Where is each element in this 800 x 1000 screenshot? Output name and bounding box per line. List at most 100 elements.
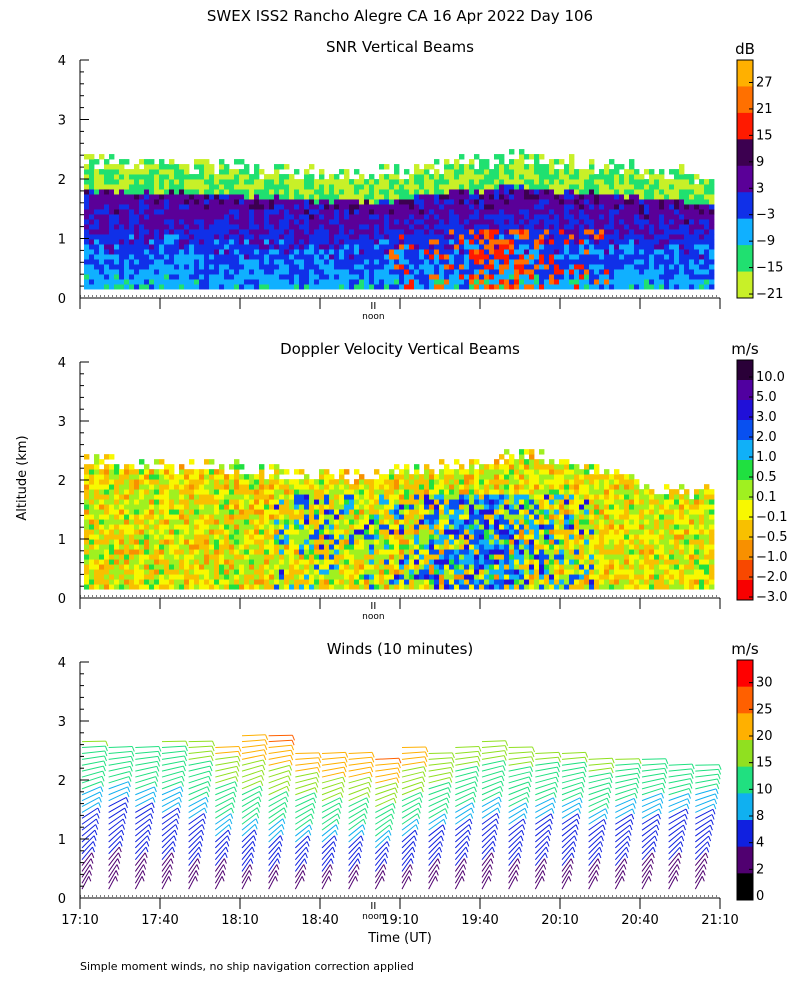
heatmap-cell <box>149 554 155 560</box>
heatmap-cell <box>359 524 365 530</box>
heatmap-cell <box>199 229 205 235</box>
heatmap-cell <box>234 179 240 185</box>
heatmap-cell <box>154 194 160 200</box>
heatmap-cell <box>324 269 330 275</box>
heatmap-cell <box>99 554 105 560</box>
heatmap-cell <box>344 244 350 250</box>
heatmap-cell <box>99 479 105 485</box>
heatmap-cell <box>219 544 225 550</box>
heatmap-cell <box>709 224 715 230</box>
heatmap-cell <box>359 214 365 220</box>
heatmap-cell <box>109 229 115 235</box>
heatmap-cell <box>399 229 405 235</box>
heatmap-cell <box>169 239 175 245</box>
heatmap-cell <box>379 489 385 495</box>
colorbar-swatch <box>737 86 753 114</box>
heatmap-cell <box>509 259 515 265</box>
heatmap-cell <box>209 194 215 200</box>
heatmap-cell <box>134 274 140 280</box>
heatmap-cell <box>449 194 455 200</box>
heatmap-cell <box>199 524 205 530</box>
heatmap-cell <box>534 154 540 160</box>
heatmap-cell <box>354 264 360 270</box>
heatmap-cell <box>324 584 330 590</box>
heatmap-cell <box>564 219 570 225</box>
heatmap-cell <box>199 469 205 475</box>
heatmap-cell <box>699 209 705 215</box>
heatmap-cell <box>299 239 305 245</box>
heatmap-cell <box>89 514 95 520</box>
heatmap-cell <box>84 154 90 160</box>
heatmap-cell <box>154 219 160 225</box>
heatmap-cell <box>709 249 715 255</box>
heatmap-cell <box>699 284 705 290</box>
heatmap-cell <box>564 259 570 265</box>
heatmap-cell <box>499 229 505 235</box>
heatmap-cell <box>539 279 545 285</box>
heatmap-cell <box>159 474 165 480</box>
heatmap-cell <box>334 219 340 225</box>
heatmap-cell <box>169 529 175 535</box>
heatmap-cell <box>359 224 365 230</box>
heatmap-cell <box>114 219 120 225</box>
heatmap-cell <box>129 499 135 505</box>
heatmap-cell <box>424 554 430 560</box>
heatmap-cell <box>349 254 355 260</box>
heatmap-cell <box>464 264 470 270</box>
heatmap-cell <box>699 279 705 285</box>
heatmap-cell <box>464 234 470 240</box>
heatmap-cell <box>179 569 185 575</box>
heatmap-cell <box>299 179 305 185</box>
heatmap-cell <box>119 224 125 230</box>
heatmap-cell <box>219 199 225 205</box>
heatmap-cell <box>139 194 145 200</box>
heatmap-cell <box>439 229 445 235</box>
heatmap-cell <box>304 199 310 205</box>
heatmap-cell <box>379 164 385 170</box>
heatmap-cell <box>424 264 430 270</box>
heatmap-cell <box>459 574 465 580</box>
heatmap-cell <box>349 504 355 510</box>
heatmap-cell <box>234 519 240 525</box>
heatmap-cell <box>439 574 445 580</box>
heatmap-cell <box>369 524 375 530</box>
heatmap-cell <box>334 519 340 525</box>
heatmap-cell <box>169 249 175 255</box>
heatmap-cell <box>519 174 525 180</box>
heatmap-cell <box>84 534 90 540</box>
heatmap-cell <box>704 254 710 260</box>
heatmap-cell <box>144 259 150 265</box>
heatmap-cell <box>434 189 440 195</box>
heatmap-cell <box>359 554 365 560</box>
heatmap-cell <box>104 279 110 285</box>
heatmap-cell <box>614 204 620 210</box>
heatmap-cell <box>419 209 425 215</box>
heatmap-cell <box>164 229 170 235</box>
heatmap-cell <box>489 209 495 215</box>
heatmap-cell <box>444 559 450 565</box>
heatmap-cell <box>549 269 555 275</box>
heatmap-cell <box>464 544 470 550</box>
heatmap-cell <box>264 524 270 530</box>
heatmap-cell <box>239 199 245 205</box>
heatmap-cell <box>364 519 370 525</box>
heatmap-cell <box>364 529 370 535</box>
heatmap-cell <box>284 554 290 560</box>
heatmap-cell <box>194 574 200 580</box>
heatmap-cell <box>229 579 235 585</box>
heatmap-cell <box>414 569 420 575</box>
heatmap-cell <box>489 254 495 260</box>
heatmap-cell <box>504 184 510 190</box>
heatmap-cell <box>284 484 290 490</box>
heatmap-cell <box>174 224 180 230</box>
heatmap-cell <box>219 259 225 265</box>
heatmap-cell <box>229 584 235 590</box>
heatmap-cell <box>209 504 215 510</box>
heatmap-cell <box>589 269 595 275</box>
heatmap-cell <box>329 204 335 210</box>
heatmap-cell <box>524 179 530 185</box>
heatmap-cell <box>464 574 470 580</box>
heatmap-cell <box>499 259 505 265</box>
heatmap-cell <box>584 179 590 185</box>
heatmap-cell <box>169 574 175 580</box>
